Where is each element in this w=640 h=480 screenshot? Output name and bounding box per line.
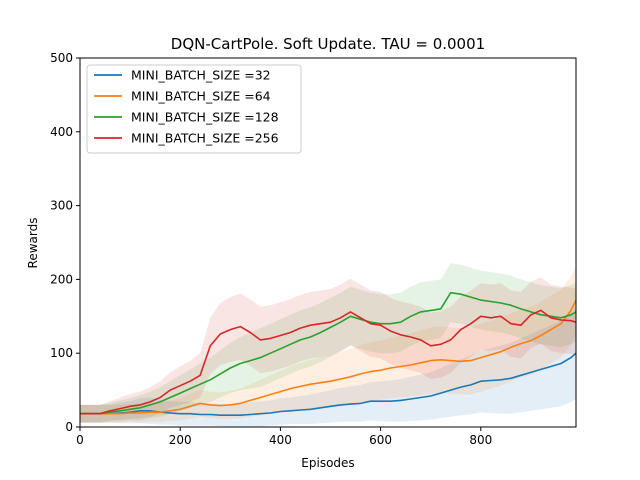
legend-label: MINI_BATCH_SIZE =128 — [131, 110, 279, 125]
y-tick-label: 300 — [50, 199, 73, 213]
band-series-3 — [80, 277, 576, 423]
legend-label: MINI_BATCH_SIZE =32 — [131, 68, 271, 83]
x-tick-label: 0 — [76, 433, 84, 447]
line-series-1 — [80, 299, 577, 415]
y-tick-label: 200 — [50, 272, 73, 286]
plot-area-frame — [79, 57, 577, 428]
chart-title: DQN-CartPole. Soft Update. TAU = 0.0001 — [171, 35, 485, 53]
y-tick-label: 500 — [50, 51, 73, 65]
x-tick-label: 600 — [369, 433, 392, 447]
legend: MINI_BATCH_SIZE =32 MINI_BATCH_SIZE =64 MI… — [86, 64, 302, 154]
line-series-3 — [80, 309, 577, 415]
band-series-0 — [80, 307, 576, 427]
line-series-2 — [80, 291, 577, 415]
series-lines — [80, 291, 577, 417]
x-axis-ticks: 0 200 400 600 800 — [76, 427, 492, 447]
legend-label: MINI_BATCH_SIZE =256 — [131, 131, 279, 146]
y-axis-label: Rewards — [26, 218, 40, 269]
y-tick-label: 400 — [50, 125, 73, 139]
x-axis-label: Episodes — [301, 456, 354, 470]
legend-label: MINI_BATCH_SIZE =64 — [131, 89, 271, 104]
y-tick-label: 100 — [50, 346, 73, 360]
x-tick-label: 400 — [269, 433, 292, 447]
band-series-1 — [80, 266, 576, 423]
x-tick-label: 200 — [169, 433, 192, 447]
x-tick-label: 800 — [469, 433, 492, 447]
legend-box — [86, 64, 302, 154]
y-tick-label: 0 — [65, 420, 73, 434]
y-axis-ticks: 0 100 200 300 400 500 — [50, 51, 80, 434]
